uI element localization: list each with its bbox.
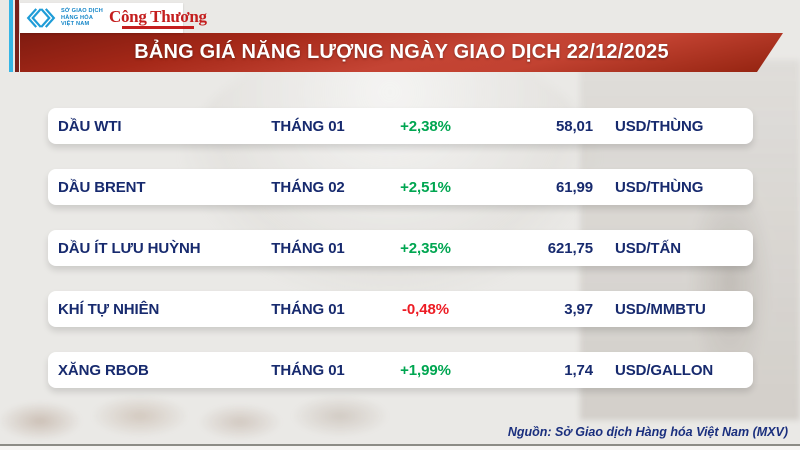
bottom-divider [0, 444, 800, 446]
percent-change: -0,48% [402, 300, 449, 318]
price-value: 58,01 [555, 117, 593, 135]
price-unit: USD/THÙNG [615, 178, 704, 196]
congthuong-logo-text: Công Thương [108, 6, 207, 26]
price-unit: USD/MMBTU [615, 300, 706, 318]
mxv-logo-line: HÀNG HÓA [61, 14, 94, 21]
percent-change: +2,38% [400, 117, 451, 135]
mxv-logo-line: VIỆT NAM [61, 21, 90, 28]
contract-month: THÁNG 01 [271, 117, 345, 135]
commodity-name: XĂNG RBOB [58, 361, 149, 379]
price-value: 3,97 [564, 300, 593, 318]
price-value: 61,99 [555, 178, 593, 196]
page-title: BẢNG GIÁ NĂNG LƯỢNG NGÀY GIAO DỊCH 22/12… [134, 41, 669, 63]
table-row: DẦU WTI THÁNG 01 +2,38% 58,01 USD/THÙNG [48, 108, 753, 144]
mxv-logo-icon [26, 8, 56, 28]
mxv-logo-text: SỞ GIAO DỊCH HÀNG HÓA VIỆT NAM [61, 8, 103, 29]
background-oil-barrels-image [0, 386, 430, 446]
bottom-strip [0, 446, 800, 450]
commodity-name: DẦU WTI [58, 117, 122, 135]
commodity-name: DẦU ÍT LƯU HUỲNH [58, 239, 201, 257]
contract-month: THÁNG 01 [271, 361, 345, 379]
commodity-name: KHÍ TỰ NHIÊN [58, 300, 160, 318]
table-row: KHÍ TỰ NHIÊN THÁNG 01 -0,48% 3,97 USD/MM… [48, 291, 753, 327]
table-row: XĂNG RBOB THÁNG 01 +1,99% 1,74 USD/GALLO… [48, 352, 753, 388]
price-value: 1,74 [564, 361, 593, 379]
contract-month: THÁNG 01 [271, 239, 345, 257]
contract-month: THÁNG 02 [271, 178, 345, 196]
contract-month: THÁNG 01 [271, 300, 345, 318]
accent-stripe-maroon [15, 0, 19, 72]
percent-change: +1,99% [400, 361, 451, 379]
percent-change: +2,35% [400, 239, 451, 257]
mxv-logo-line: SỞ GIAO DỊCH [61, 7, 103, 14]
congthuong-logo: Công Thương [109, 8, 207, 29]
price-value: 621,75 [547, 239, 593, 257]
price-unit: USD/GALLON [615, 361, 714, 379]
congthuong-logo-bar [121, 25, 194, 29]
accent-stripe-cyan [9, 0, 13, 72]
price-unit: USD/TẤN [615, 239, 681, 257]
logo-plate: SỞ GIAO DỊCH HÀNG HÓA VIỆT NAM Công Thươ… [20, 3, 207, 33]
source-credit: Nguồn: Sở Giao dịch Hàng hóa Việt Nam (M… [507, 425, 788, 439]
table-row: DẦU ÍT LƯU HUỲNH THÁNG 01 +2,35% 621,75 … [48, 230, 753, 266]
price-unit: USD/THÙNG [615, 117, 704, 135]
title-banner: BẢNG GIÁ NĂNG LƯỢNG NGÀY GIAO DỊCH 22/12… [20, 33, 783, 72]
table-row: DẦU BRENT THÁNG 02 +2,51% 61,99 USD/THÙN… [48, 169, 753, 205]
percent-change: +2,51% [400, 178, 451, 196]
commodity-name: DẦU BRENT [58, 178, 146, 196]
